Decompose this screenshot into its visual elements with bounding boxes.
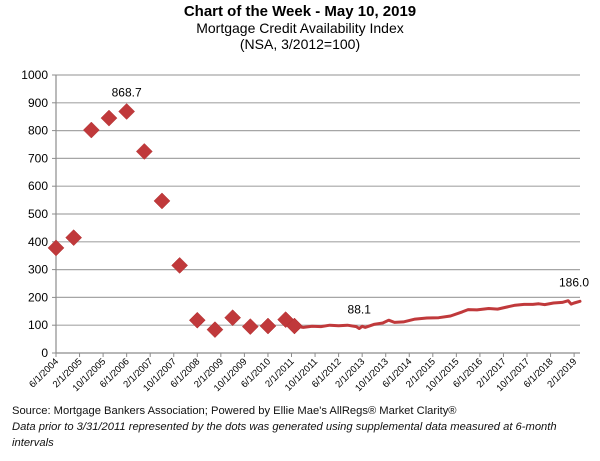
y-tick-label: 400 bbox=[28, 235, 48, 249]
y-tick-label: 1000 bbox=[21, 68, 48, 82]
diamond-point bbox=[259, 317, 277, 335]
data-label: 186.0 bbox=[559, 275, 589, 289]
y-tick-label: 700 bbox=[28, 151, 48, 165]
y-tick-label: 300 bbox=[28, 263, 48, 277]
chart-subtitle-line-1: Mortgage Credit Availability Index bbox=[196, 20, 404, 36]
x-axis-ticks: 6/1/20042/1/200510/1/20056/1/20062/1/200… bbox=[27, 353, 579, 394]
y-tick-label: 200 bbox=[28, 290, 48, 304]
diamond-point bbox=[153, 192, 171, 210]
diamond-point bbox=[206, 321, 224, 339]
gridlines bbox=[52, 74, 580, 354]
y-tick-label: 100 bbox=[28, 318, 48, 332]
y-axis-tick-labels: 0 100 200 300 400 500 600 700 800 900 1000 bbox=[21, 68, 48, 360]
chart-subtitle-line-2: (NSA, 3/2012=100) bbox=[239, 36, 361, 52]
diamond-point bbox=[100, 109, 118, 127]
y-tick-label: 900 bbox=[28, 96, 48, 110]
chart-title: Chart of the Week - May 10, 2019 bbox=[183, 3, 417, 20]
y-tick-label: 500 bbox=[28, 207, 48, 221]
diamond-point bbox=[118, 103, 136, 120]
diamond-point bbox=[224, 309, 241, 327]
mortgage-credit-chart: 0 100 200 300 400 500 600 700 800 900 1000 6/1/200… bbox=[21, 68, 590, 394]
y-tick-label: 0 bbox=[41, 346, 48, 360]
data-label: 88.1 bbox=[348, 303, 372, 317]
data-note: Data prior to 3/31/2011 represented by t… bbox=[12, 421, 557, 449]
chart-header: Chart of the Week - May 10, 2019 Mortgag… bbox=[0, 3, 600, 52]
data-label: 868.7 bbox=[112, 86, 142, 100]
diamond-point bbox=[82, 121, 100, 139]
source-note: Source: Mortgage Bankers Association; Po… bbox=[12, 405, 457, 417]
axes bbox=[55, 75, 580, 354]
diamond-point bbox=[47, 239, 65, 257]
y-tick-label: 600 bbox=[28, 179, 48, 193]
annotations: 868.7 88.1 186.0 bbox=[112, 86, 590, 317]
chart-footer: Source: Mortgage Bankers Association; Po… bbox=[12, 403, 597, 451]
diamond-point bbox=[171, 257, 188, 274]
diamond-point bbox=[241, 318, 259, 335]
diamond-series bbox=[47, 103, 303, 339]
y-tick-label: 800 bbox=[28, 124, 48, 138]
diamond-point bbox=[188, 311, 206, 329]
index-line bbox=[292, 299, 582, 330]
diamond-point bbox=[286, 317, 303, 335]
diamond-point bbox=[65, 229, 83, 246]
index-line-series bbox=[292, 299, 582, 330]
diamond-point bbox=[135, 143, 153, 160]
